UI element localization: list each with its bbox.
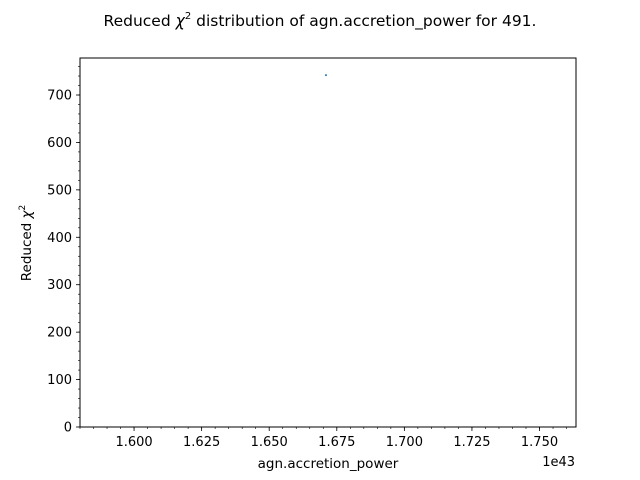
y-tick-label: 600 — [47, 136, 72, 151]
x-offset-label: 1e43 — [542, 455, 575, 470]
x-axis-label: agn.accretion_power — [258, 456, 399, 472]
y-axis-label: Reduced χ2 — [18, 205, 35, 282]
chart-title: Reduced χ2 distribution of agn.accretion… — [104, 11, 537, 31]
axes-frame — [79, 57, 577, 428]
plot-area: 1.600 1.625 1.650 1.675 1.700 1.725 1.750 0 100 2… — [47, 66, 567, 450]
y-tick-label: 400 — [47, 231, 72, 246]
y-tick-label: 500 — [47, 183, 72, 198]
y-tick-label: 100 — [47, 373, 72, 388]
y-tick-label: 0 — [64, 421, 72, 436]
y-tick-label: 300 — [47, 278, 72, 293]
x-tick-label: 1.600 — [115, 435, 152, 450]
x-tick-label: 1.700 — [386, 435, 423, 450]
data-point — [324, 74, 327, 77]
y-tick-label: 700 — [47, 88, 72, 103]
x-tick-label: 1.650 — [251, 435, 288, 450]
x-tick-label: 1.750 — [521, 435, 558, 450]
x-tick-label: 1.625 — [183, 435, 220, 450]
y-tick-label: 200 — [47, 326, 72, 341]
x-tick-label: 1.725 — [453, 435, 490, 450]
x-tick-label: 1.675 — [318, 435, 355, 450]
